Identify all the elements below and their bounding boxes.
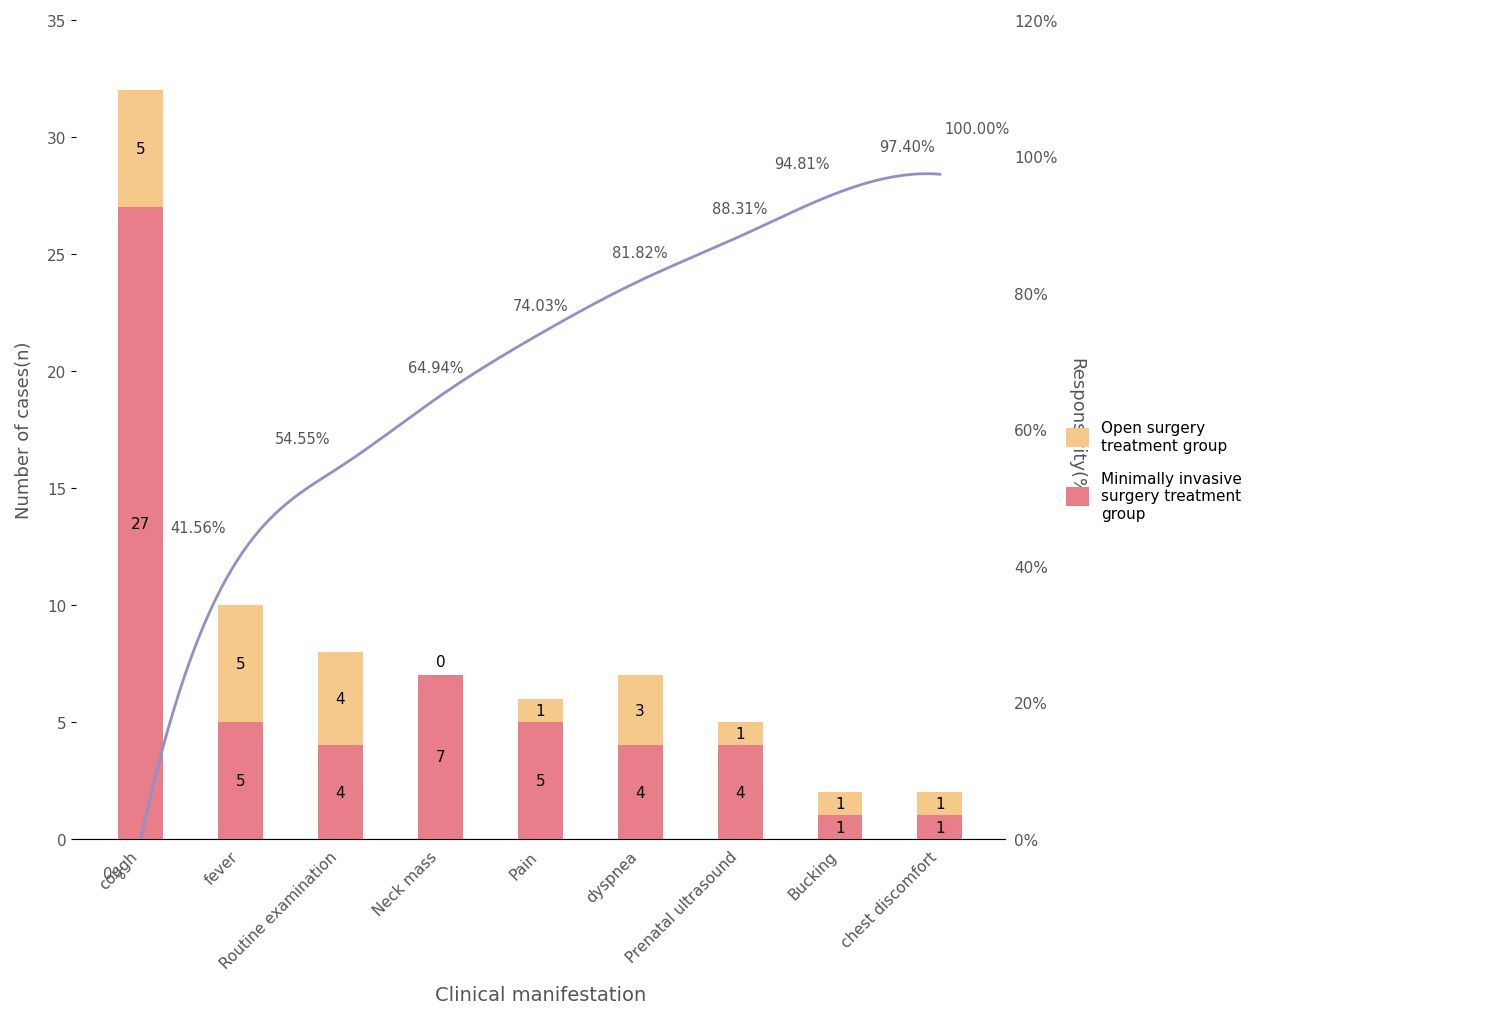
Bar — [617, 746, 662, 839]
Bar — [518, 722, 563, 839]
Text: 1: 1 — [536, 703, 545, 718]
Text: 5: 5 — [236, 656, 245, 672]
Text: 1: 1 — [835, 820, 844, 835]
Text: 0%: 0% — [102, 866, 126, 881]
Legend: Open surgery
treatment group, Minimally invasive
surgery treatment
group: Open surgery treatment group, Minimally … — [1059, 413, 1250, 529]
Text: 81.82%: 81.82% — [613, 246, 668, 261]
Text: 88.31%: 88.31% — [712, 202, 768, 217]
Bar — [518, 699, 563, 722]
Bar — [318, 746, 363, 839]
Text: 4: 4 — [736, 785, 745, 800]
Bar — [718, 746, 763, 839]
Text: 74.03%: 74.03% — [512, 299, 568, 314]
Bar — [318, 652, 363, 746]
Bar — [119, 91, 164, 208]
Text: 1: 1 — [936, 797, 945, 811]
Bar — [918, 815, 963, 839]
Bar — [617, 676, 662, 746]
Y-axis label: Responsivity(%): Responsivity(%) — [1068, 358, 1086, 502]
Bar — [218, 722, 263, 839]
Text: 5: 5 — [135, 142, 146, 157]
Text: 0: 0 — [436, 654, 445, 669]
Bar — [119, 208, 164, 839]
Text: 1: 1 — [835, 797, 844, 811]
Y-axis label: Number of cases(n): Number of cases(n) — [15, 341, 33, 519]
Bar — [817, 815, 862, 839]
Text: 5: 5 — [236, 773, 245, 788]
Text: 1: 1 — [736, 727, 745, 742]
Text: 64.94%: 64.94% — [407, 361, 463, 376]
Text: 100.00%: 100.00% — [945, 122, 1011, 137]
Text: 4: 4 — [635, 785, 644, 800]
Text: 7: 7 — [436, 750, 445, 764]
Text: 54.55%: 54.55% — [275, 432, 330, 446]
Bar — [918, 793, 963, 815]
Text: 94.81%: 94.81% — [775, 157, 831, 172]
X-axis label: Clinical manifestation: Clinical manifestation — [434, 985, 646, 1004]
Bar — [718, 722, 763, 746]
Text: 41.56%: 41.56% — [170, 521, 225, 535]
Text: 1: 1 — [936, 820, 945, 835]
Text: 4: 4 — [335, 691, 345, 706]
Bar — [817, 793, 862, 815]
Text: 5: 5 — [536, 773, 545, 788]
Text: 97.40%: 97.40% — [879, 140, 934, 155]
Bar — [418, 676, 463, 839]
Text: 3: 3 — [635, 703, 644, 718]
Bar — [218, 605, 263, 722]
Text: 27: 27 — [131, 516, 150, 531]
Text: 4: 4 — [335, 785, 345, 800]
